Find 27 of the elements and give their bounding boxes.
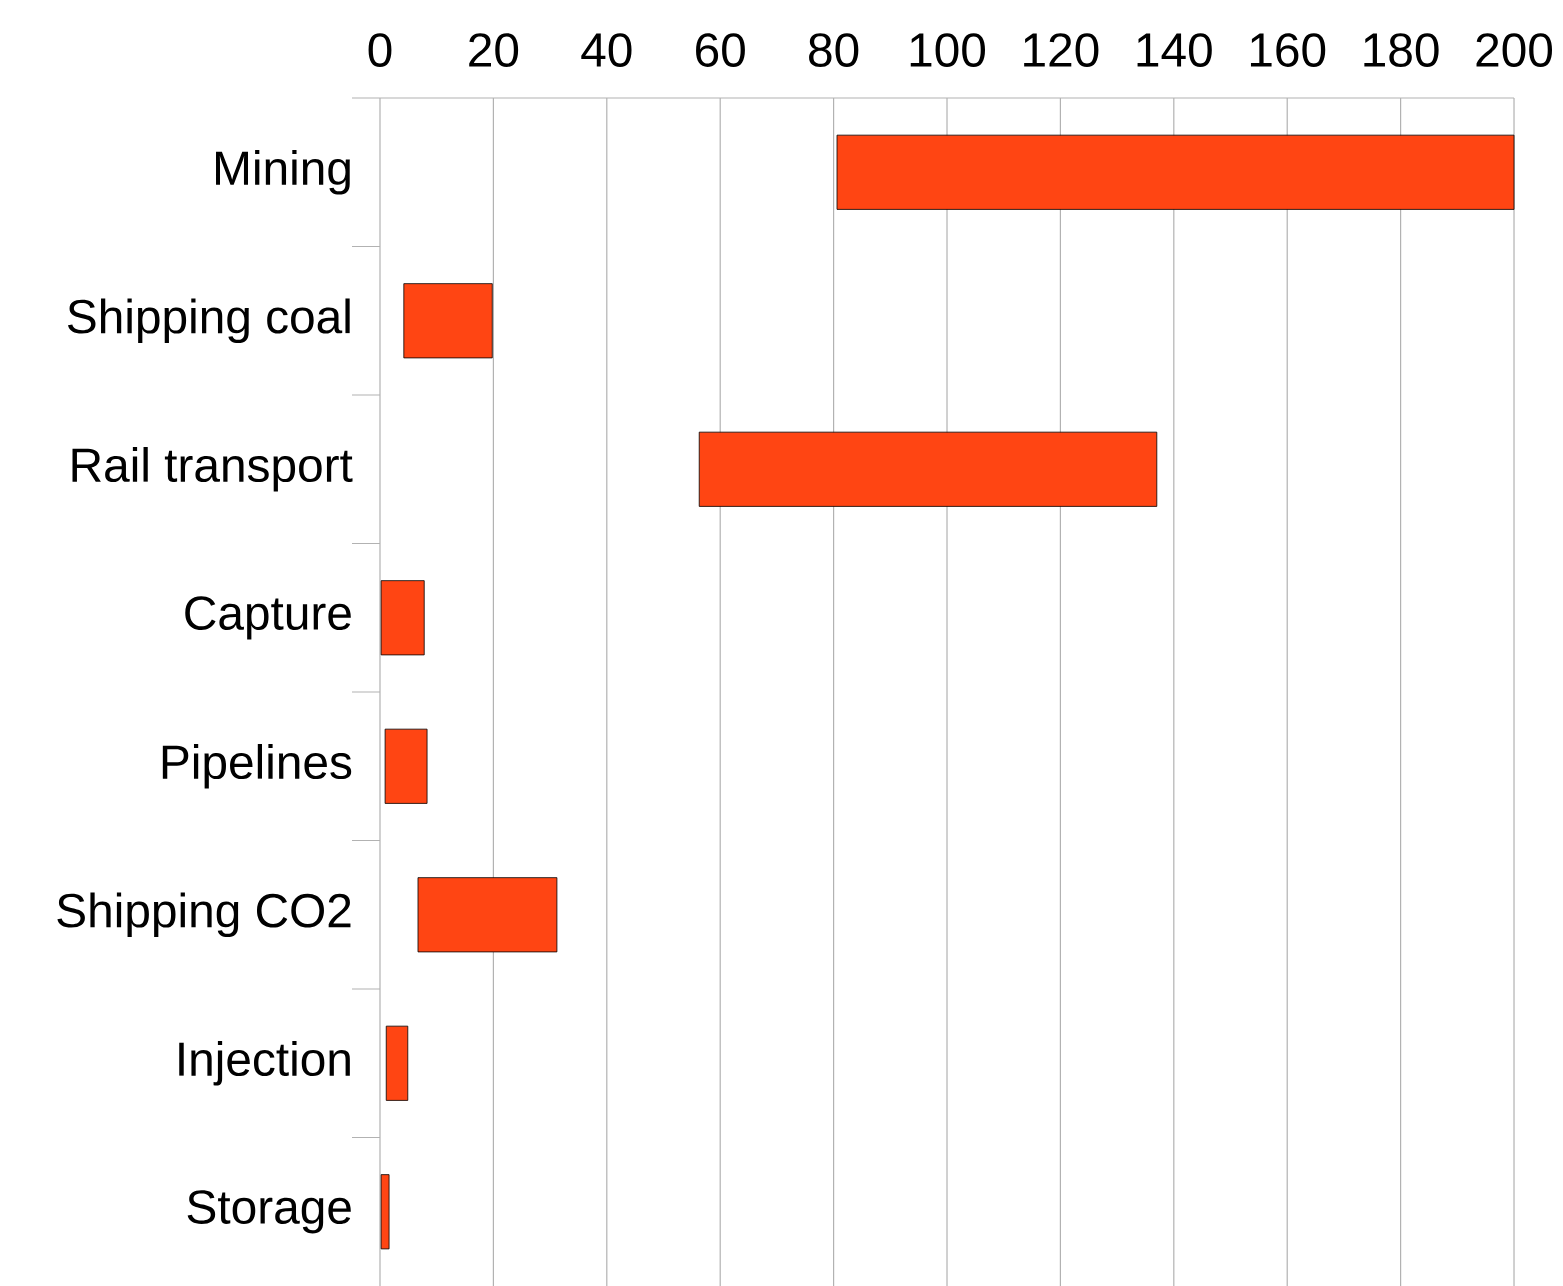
x-tick-label: 80 [809,33,859,67]
y-tick-label: Shipping CO2 [57,892,351,938]
bar [698,431,1158,507]
x-tick-label: 200 [1476,33,1553,67]
y-tick-label: Mining [216,149,350,195]
y-tick-label: Injection [179,1040,350,1086]
x-tick-label: 100 [910,33,986,67]
bar [385,1025,409,1101]
x-tick-label: 20 [469,33,519,67]
x-tick-label: 40 [581,33,632,67]
bar [380,1174,390,1250]
x-tick-label: 120 [1024,33,1099,67]
x-tick-label: 0 [368,33,392,67]
bar [384,728,428,804]
y-tick-label: Storage [187,1190,351,1234]
bar [836,134,1515,210]
y-tick-label: Rail transport [72,446,353,492]
y-tick-label: Capture [185,596,351,640]
x-tick-label: 140 [1137,33,1212,67]
y-tick-label: Shipping coal [67,298,350,344]
y-tick-label: Pipelines [162,743,352,789]
bar [403,283,493,359]
x-tick-label: 160 [1250,33,1326,67]
x-tick-label: 60 [696,33,745,67]
bar [417,877,558,953]
x-tick-label: 180 [1364,33,1439,67]
bar [380,580,425,656]
